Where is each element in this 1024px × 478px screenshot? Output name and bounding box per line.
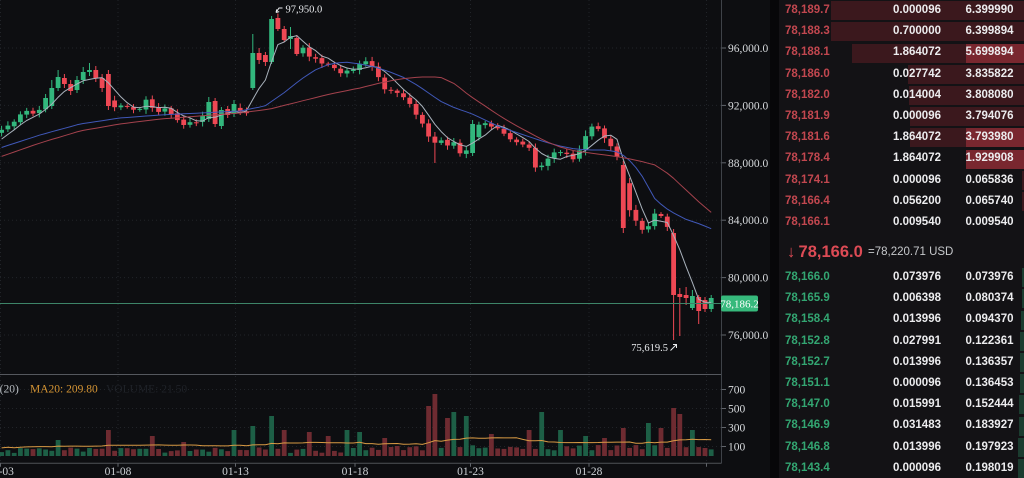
svg-text:01-23: 01-23 bbox=[457, 466, 484, 478]
svg-text:01-03: 01-03 bbox=[0, 466, 14, 478]
svg-text:MA20: 209.80: MA20: 209.80 bbox=[30, 384, 98, 396]
svg-text:78,186.2: 78,186.2 bbox=[720, 299, 759, 311]
svg-text:300: 300 bbox=[728, 423, 746, 435]
svg-text:76,000.0: 76,000.0 bbox=[728, 330, 769, 342]
svg-text:88,000.0: 88,000.0 bbox=[728, 158, 769, 170]
svg-text:84,000.0: 84,000.0 bbox=[728, 215, 769, 227]
svg-text:80,000.0: 80,000.0 bbox=[728, 273, 769, 285]
svg-text:01-13: 01-13 bbox=[222, 466, 249, 478]
svg-text:100: 100 bbox=[728, 442, 746, 454]
svg-text:VOLUME: 21.50: VOLUME: 21.50 bbox=[106, 384, 187, 396]
svg-text:VOL(20): VOL(20) bbox=[0, 384, 19, 396]
svg-text:500: 500 bbox=[728, 404, 746, 416]
svg-text:97,950.0: 97,950.0 bbox=[286, 5, 323, 16]
svg-text:700: 700 bbox=[728, 385, 746, 397]
svg-text:01-28: 01-28 bbox=[576, 466, 603, 478]
svg-text:92,000.0: 92,000.0 bbox=[728, 100, 769, 112]
svg-text:75,619.5: 75,619.5 bbox=[631, 343, 668, 354]
svg-text:96,000.0: 96,000.0 bbox=[728, 43, 769, 55]
svg-text:01-18: 01-18 bbox=[342, 466, 369, 478]
svg-text:01-08: 01-08 bbox=[105, 466, 132, 478]
